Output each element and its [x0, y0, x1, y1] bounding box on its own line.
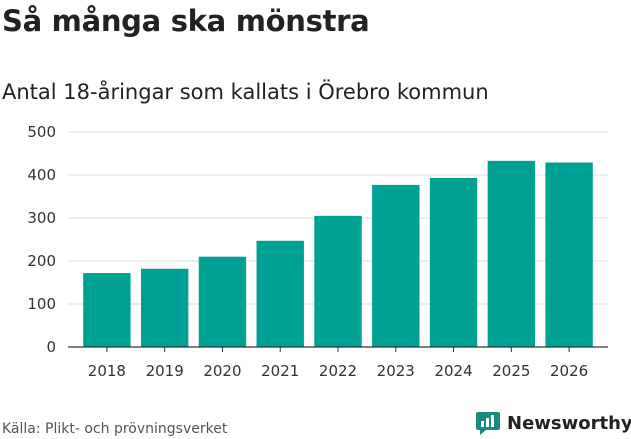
bar	[429, 178, 478, 347]
source-note: Källa: Plikt- och prövningsverket	[2, 421, 228, 437]
y-tick-label: 400	[27, 166, 56, 184]
bar	[487, 160, 536, 347]
x-axis-ticks: 2018 2019 2020 2021 2022 2023 2024 2025 2026	[88, 347, 588, 380]
y-tick-label: 100	[27, 295, 56, 313]
x-tick-label: 2023	[377, 362, 415, 380]
bar	[256, 240, 304, 347]
brand-name: Newsworthy	[507, 412, 631, 434]
y-tick-label: 200	[27, 252, 56, 270]
chart-subtitle: Antal 18-åringar som kallats i Örebro ko…	[2, 80, 489, 104]
bar	[372, 184, 420, 347]
bar	[314, 215, 362, 347]
bars	[83, 160, 593, 347]
chart-title: Så många ska mönstra	[2, 4, 370, 38]
bar	[83, 273, 131, 347]
brand-logo: Newsworthy	[475, 410, 631, 436]
y-tick-label: 300	[27, 209, 56, 227]
x-tick-label: 2022	[319, 362, 357, 380]
x-tick-label: 2018	[88, 362, 126, 380]
bar	[140, 268, 189, 347]
bar	[198, 256, 247, 347]
bar	[545, 162, 593, 347]
y-tick-label: 500	[27, 123, 56, 141]
y-axis-ticks: 0 100 200 300 400 500	[27, 123, 56, 356]
y-tick-label: 0	[46, 338, 56, 356]
x-tick-label: 2021	[261, 362, 299, 380]
x-tick-label: 2019	[146, 362, 184, 380]
x-tick-label: 2020	[203, 362, 241, 380]
newsworthy-logo-icon	[476, 412, 500, 435]
x-tick-label: 2025	[492, 362, 530, 380]
x-tick-label: 2026	[550, 362, 588, 380]
x-tick-label: 2024	[434, 362, 472, 380]
